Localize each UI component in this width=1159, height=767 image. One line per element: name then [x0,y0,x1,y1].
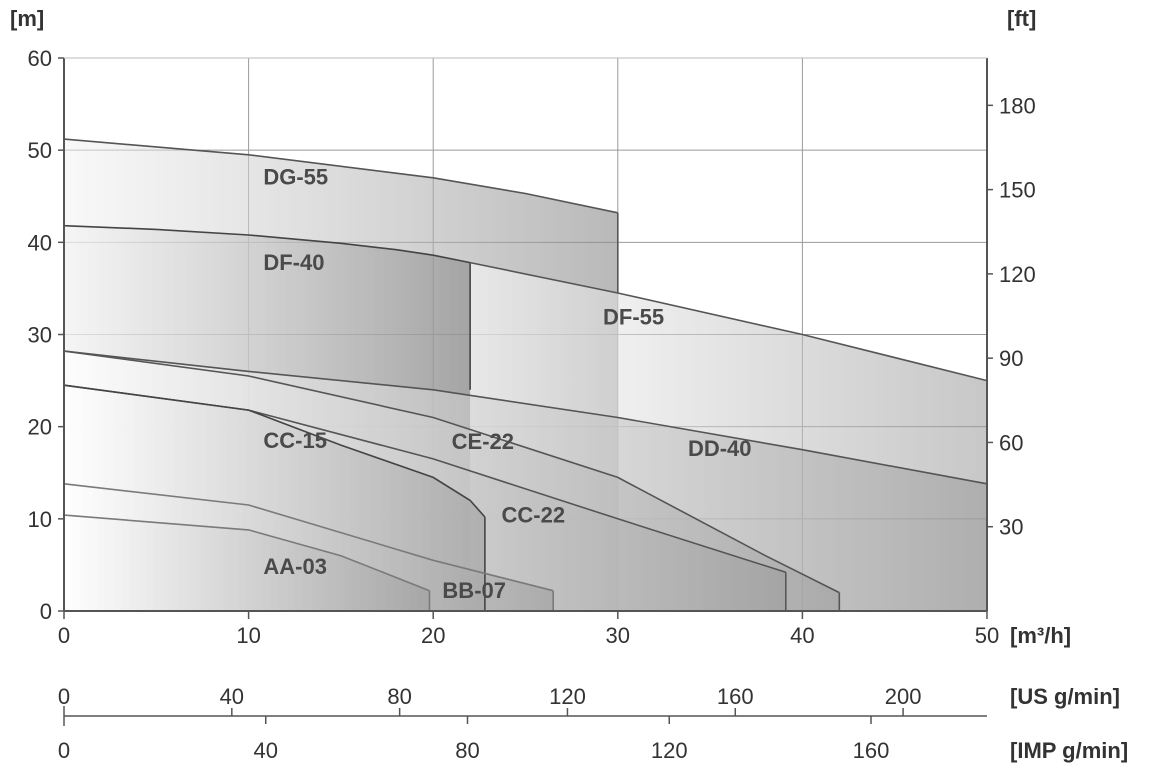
y-tick-label-right: 180 [999,93,1036,118]
y-unit-left: [m] [10,6,44,31]
y-tick-label-left: 10 [28,507,52,532]
us-gpm-tick-label: 80 [387,684,411,709]
x-tick-label: 40 [790,623,814,648]
curve-bb-07 [63,483,554,592]
x-tick-label: 30 [606,623,630,648]
x-unit: [m³/h] [1010,623,1071,648]
y-tick-label-right: 150 [999,178,1036,203]
imp-gpm-tick-label: 160 [853,738,890,763]
curve-df-40 [63,224,471,264]
curve-label-cc-22: CC-22 [502,503,566,528]
curve-label-bb-07: BB-07 [442,578,506,603]
y-tick-label-left: 50 [28,138,52,163]
x-tick-label: 10 [236,623,260,648]
y-tick-label-left: 20 [28,415,52,440]
label-layer: DG-55 DF-40 DF-55 DD-40 CE-22 CC-15 CC-22 AA-03… [263,164,751,603]
curve-ce-22 [63,350,840,594]
y-tick-label-left: 0 [40,599,52,624]
y-tick-label-right: 60 [999,430,1023,455]
area-layer [64,139,988,611]
y-tick-label-left: 40 [28,230,52,255]
axes-layer: 0 10 20 30 40 50 60 30 60 90 120 150 180 0 10 20 30 40 50 0… [28,46,1036,763]
curve-label-aa-03: AA-03 [263,554,327,579]
y-tick-label-right: 120 [999,262,1036,287]
curve-aa-03 [63,514,430,592]
us-gpm-tick-label: 0 [58,684,70,709]
area-aa-03 [64,515,430,611]
us-gpm-unit: [US g/min] [1010,684,1120,709]
curve-dg-55 [63,138,618,214]
y-tick-label-left: 60 [28,46,52,71]
curve-label-ce-22: CE-22 [452,429,514,454]
y-unit-right: [ft] [1007,6,1036,31]
us-gpm-tick-label: 160 [717,684,754,709]
us-gpm-tick-label: 120 [549,684,586,709]
x-tick-label: 50 [975,623,999,648]
curve-layer [63,138,988,611]
x-tick-label: 0 [58,623,70,648]
us-gpm-tick-label: 40 [220,684,244,709]
x-tick-label: 20 [421,623,445,648]
y-tick-label-right: 90 [999,346,1023,371]
curve-df-55 [469,261,988,382]
y-tick-label-right: 30 [999,515,1023,540]
imp-gpm-tick-label: 80 [455,738,479,763]
imp-gpm-tick-label: 0 [58,738,70,763]
curve-label-df-55: DF-55 [603,304,664,329]
curve-label-cc-15: CC-15 [263,428,327,453]
curve-label-df-40: DF-40 [263,250,324,275]
curve-dd-40 [63,350,988,485]
imp-gpm-tick-label: 120 [651,738,688,763]
us-gpm-tick-label: 200 [885,684,922,709]
curve-label-dg-55: DG-55 [263,164,328,189]
imp-gpm-unit: [IMP g/min] [1010,738,1128,763]
curve-label-dd-40: DD-40 [688,436,752,461]
imp-gpm-tick-label: 40 [254,738,278,763]
y-tick-label-left: 30 [28,323,52,348]
curve-cc-15 [63,384,486,518]
